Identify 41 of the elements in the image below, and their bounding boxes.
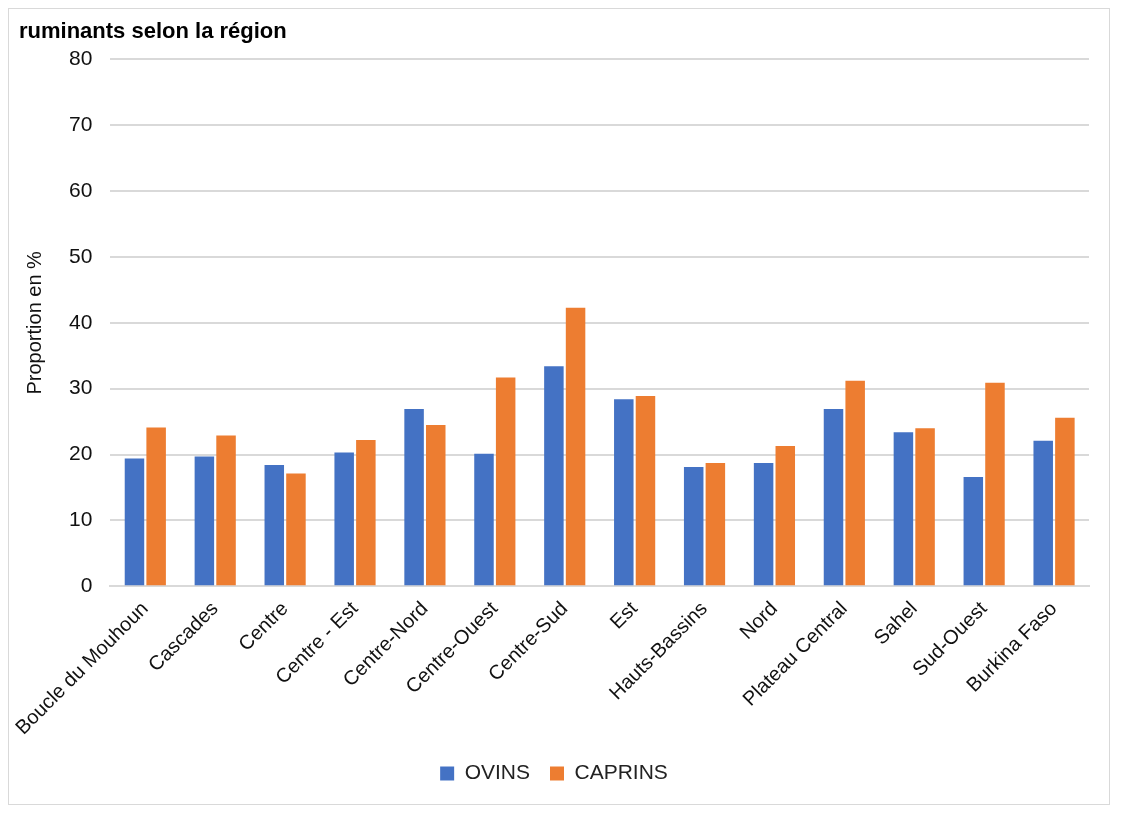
bar [915, 428, 935, 586]
bar [146, 427, 166, 586]
bar [753, 463, 774, 586]
bar [216, 435, 236, 586]
bar [565, 307, 586, 586]
bar [963, 476, 984, 586]
bar [404, 409, 424, 586]
bar [614, 399, 634, 586]
bar [474, 453, 494, 586]
bar [775, 445, 796, 586]
bar [495, 377, 516, 586]
y-tick-label: 80 [69, 46, 93, 70]
y-axis-title: Proportion en % [22, 250, 45, 395]
bar [705, 463, 726, 586]
y-tick-label: 40 [69, 309, 93, 333]
y-tick-label: 50 [69, 243, 93, 267]
bar [426, 424, 446, 586]
y-tick-label: 60 [69, 177, 93, 201]
bar [683, 467, 704, 586]
bar [356, 440, 376, 586]
y-tick-label: 30 [69, 375, 93, 399]
bar [124, 458, 145, 586]
y-tick-label: 0 [80, 573, 93, 597]
legend-label: OVINS [464, 760, 531, 784]
legend-label: CAPRINS [574, 760, 668, 784]
bar [1033, 440, 1053, 586]
y-tick-label: 20 [69, 441, 93, 465]
bar [334, 452, 354, 586]
y-tick-label: 70 [69, 112, 93, 136]
bar [635, 395, 656, 586]
y-tick-label: 10 [69, 507, 93, 531]
bar [985, 382, 1005, 586]
chart-title: ruminants selon la région [19, 18, 287, 44]
bar [893, 432, 914, 586]
bar [286, 473, 306, 586]
bar [544, 366, 564, 586]
bar [823, 409, 844, 586]
bar [845, 380, 865, 586]
bar [264, 465, 285, 586]
bar [194, 456, 215, 586]
bar [1055, 417, 1075, 586]
